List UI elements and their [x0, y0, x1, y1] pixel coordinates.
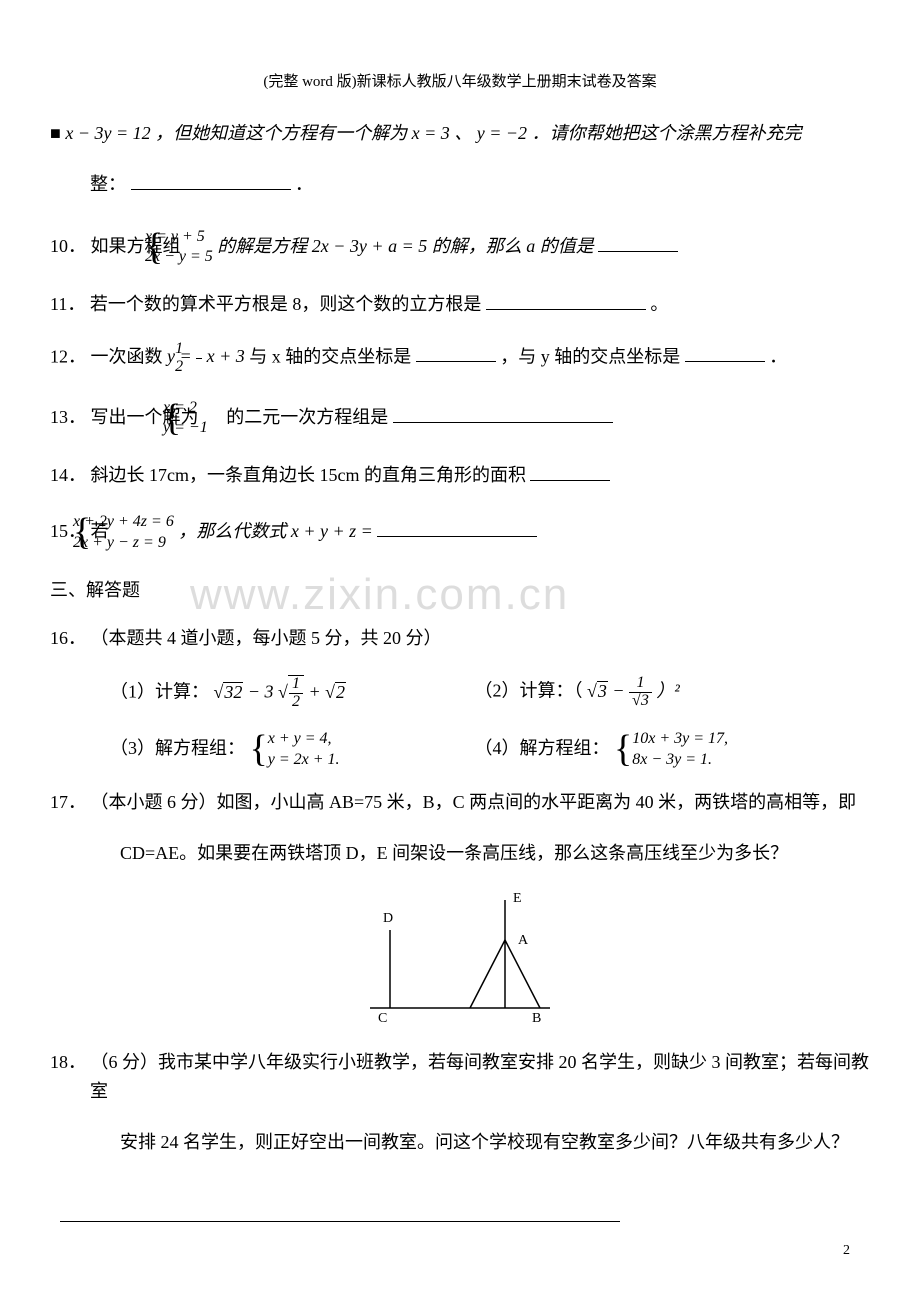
footer-rule [60, 1221, 620, 1222]
q10-system: { x = y + 5 2x − y = 5 [185, 227, 213, 269]
q15-eq1: x + 2y + 4z = 6 [113, 512, 174, 533]
q16-3-label: （3）解方程组： [110, 738, 245, 758]
q16-1-a: 32 [223, 682, 243, 701]
q16-sub3: （3）解方程组： { x + y = 4, y = 2x + 1. [110, 729, 470, 771]
q16-2-fn: 1 [629, 675, 652, 693]
q16-1-fd: 2 [289, 694, 303, 711]
question-18: 18． （6 分）我市某中学八年级实行小班教学，若每间教室安排 20 名学生，则… [50, 1048, 870, 1106]
q13-system: { x = 2 y = −1 [203, 398, 222, 440]
q16-row1: （1）计算： √32 − 3 √12 + √2 （2）计算：（ √3 − 1√3… [50, 675, 870, 711]
q12-d: ． [769, 346, 787, 366]
q16-row2: （3）解方程组： { x + y = 4, y = 2x + 1. （4）解方程… [50, 729, 870, 771]
q18-a: （6 分）我市某中学八年级实行小班教学，若每间教室安排 20 名学生，则缺少 3… [90, 1052, 869, 1101]
diagram-label-b: B [532, 1011, 541, 1026]
q16-1-label: （1）计算： [110, 682, 209, 702]
page-header: (完整 word 版)新课标人教版八年级数学上册期末试卷及答案 [50, 70, 870, 94]
q12-func: y = 12 x + 3 [167, 346, 249, 366]
q12-a: 一次函数 [91, 346, 163, 366]
q16-4-label: （4）解方程组： [475, 738, 610, 758]
diagram-label-c: C [378, 1011, 387, 1026]
q12-c: ，与 y 轴的交点坐标是 [500, 346, 680, 366]
q18-num: 18． [50, 1052, 86, 1072]
page-body: (完整 word 版)新课标人教版八年级数学上册期末试卷及答案 ■ x − 3y… [0, 0, 920, 1156]
q13-num: 13． [50, 407, 86, 427]
q14-text: 斜边长 17cm，一条直角边长 15cm 的直角三角形的面积 [91, 465, 526, 485]
section-3-title: 三、解答题 [50, 576, 870, 605]
q14-num: 14． [50, 465, 86, 485]
q18-b: 安排 24 名学生，则正好空出一间教室。问这个学校现有空教室多少间？八年级共有多… [120, 1132, 849, 1152]
q16-1-fn: 1 [289, 676, 303, 694]
question-17: 17． （本小题 6 分）如图，小山高 AB=75 米，B，C 两点间的水平距离… [50, 788, 870, 817]
q15-system: { x + 2y + 4z = 6 2x + y − z = 9 [113, 512, 174, 554]
q12-blank2 [685, 344, 765, 362]
q12-b: 与 x 轴的交点坐标是 [249, 346, 411, 366]
q9-prefix: 整： [90, 174, 126, 194]
q14-blank [530, 463, 610, 481]
q12-frac-n: 1 [196, 341, 202, 359]
page-number: 2 [843, 1240, 850, 1262]
q16-2-mid: − [612, 681, 629, 701]
question-12: 12． 一次函数 y = 12 x + 3 与 x 轴的交点坐标是 ，与 y 轴… [50, 341, 870, 376]
q13-blank [393, 405, 613, 423]
q12-num: 12． [50, 346, 86, 366]
q10-num: 10． [50, 236, 86, 256]
q15-b: ，那么代数式 x + y + z = [178, 521, 372, 541]
q17-a: （本小题 6 分）如图，小山高 AB=75 米，B，C 两点间的水平距离为 40… [91, 792, 857, 812]
q16-1-c: 2 [335, 682, 346, 701]
q16-1-mid: − 3 [248, 682, 274, 702]
q16-4-s2: 8x − 3y = 1. [632, 750, 728, 771]
diagram-label-e: E [513, 891, 522, 906]
q16-num: 16． [50, 628, 86, 648]
q17-diagram: D E A C B [340, 888, 580, 1028]
question-9: ■ x − 3y = 12 ，但她知道这个方程有一个解为 x = 3 、 y =… [50, 119, 870, 148]
question-10: 10． 如果方程组 { x = y + 5 2x − y = 5 的解是方程 2… [50, 227, 870, 269]
q10-eq2: 2x − y = 5 [185, 247, 213, 268]
q13-eq2: y = −1 [203, 418, 222, 439]
q16-2-label: （2）计算：（ [475, 681, 588, 701]
q16-2-fd: √3 [629, 693, 652, 710]
q13-eq1: x = 2 [203, 398, 222, 419]
q16-1-plus: + [308, 682, 325, 702]
question-13: 13． 写出一个解为 { x = 2 y = −1 的二元一次方程组是 [50, 398, 870, 440]
q16-head: （本题共 4 道小题，每小题 5 分，共 20 分） [91, 628, 442, 648]
q17-b: CD=AE。如果要在两铁塔顶 D，E 间架设一条高压线，那么这条高压线至少为多长… [120, 843, 788, 863]
q11-text: 若一个数的算术平方根是 8，则这个数的立方根是 [90, 294, 482, 314]
q15-blank [377, 519, 537, 537]
q11-num: 11． [50, 294, 85, 314]
diagram-label-d: D [383, 911, 393, 926]
diagram-label-a: A [518, 933, 529, 948]
q10-blank [598, 234, 678, 252]
q10-eq1: x = y + 5 [185, 227, 213, 248]
q16-3-s1: x + y = 4, [268, 729, 340, 750]
q12-func-post: x + 3 [207, 346, 245, 366]
q18-line2: 安排 24 名学生，则正好空出一间教室。问这个学校现有空教室多少间？八年级共有多… [50, 1128, 870, 1157]
q15-eq2: 2x + y − z = 9 [113, 533, 174, 554]
question-14: 14． 斜边长 17cm，一条直角边长 15cm 的直角三角形的面积 [50, 461, 870, 490]
q16-sub4: （4）解方程组： { 10x + 3y = 17, 8x − 3y = 1. [475, 729, 729, 771]
q16-sub2: （2）计算：（ √3 − 1√3 ）² [475, 675, 680, 710]
q16-3-s2: y = 2x + 1. [268, 750, 340, 771]
question-11: 11． 若一个数的算术平方根是 8，则这个数的立方根是 。 [50, 290, 870, 319]
q9-blank [131, 172, 291, 190]
question-9-line2: 整： ． [50, 170, 870, 199]
q16-4-s1: 10x + 3y = 17, [632, 729, 728, 750]
q12-blank1 [416, 344, 496, 362]
q16-sub1: （1）计算： √32 − 3 √12 + √2 [110, 675, 470, 711]
q13-b: 的二元一次方程组是 [226, 407, 388, 427]
q16-2-tail: ）² [656, 681, 679, 701]
q11-blank [486, 292, 646, 310]
q11-suffix: 。 [650, 294, 668, 314]
q9-suffix: ． [295, 174, 313, 194]
q17-num: 17． [50, 792, 86, 812]
q17-line2: CD=AE。如果要在两铁塔顶 D，E 间架设一条高压线，那么这条高压线至少为多长… [50, 839, 870, 868]
question-15: 15． 若 { x + 2y + 4z = 6 2x + y − z = 9 ，… [50, 512, 870, 554]
q16-2-a: 3 [597, 681, 608, 700]
question-16: 16． （本题共 4 道小题，每小题 5 分，共 20 分） [50, 624, 870, 653]
q12-frac-d: 2 [196, 359, 202, 376]
q10-b: 的解是方程 2x − 3y + a = 5 的解，那么 a 的值是 [217, 236, 593, 256]
q9-line1: ■ x − 3y = 12 ，但她知道这个方程有一个解为 x = 3 、 y =… [50, 123, 802, 143]
